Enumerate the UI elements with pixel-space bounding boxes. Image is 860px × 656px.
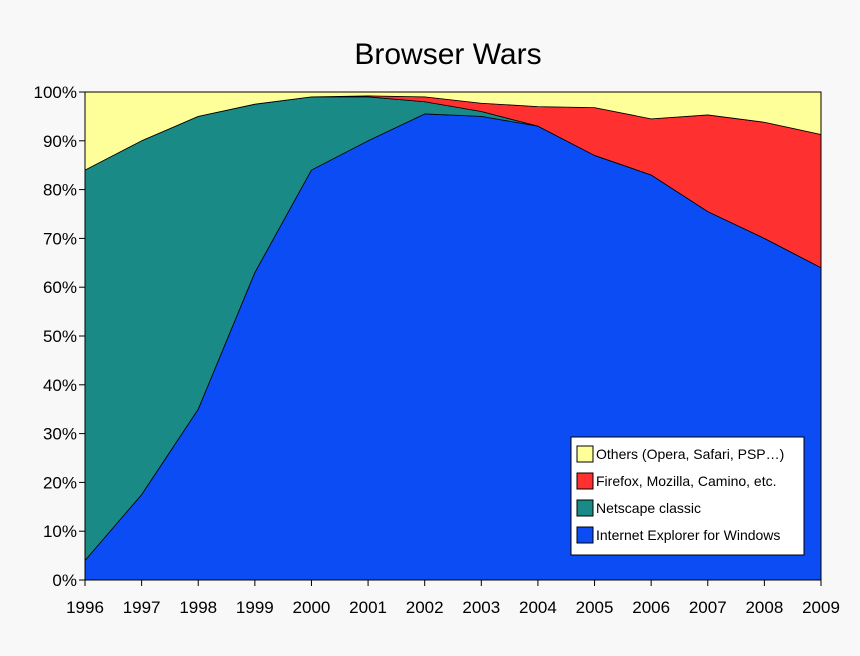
x-tick-label: 1998 [179, 598, 217, 617]
y-tick-label: 100% [34, 83, 77, 102]
y-tick-label: 70% [43, 229, 77, 248]
x-tick-label: 2002 [406, 598, 444, 617]
x-tick-label: 2006 [632, 598, 670, 617]
x-tick-label: 2001 [349, 598, 387, 617]
x-tick-label: 2007 [689, 598, 727, 617]
x-tick-label: 1996 [66, 598, 104, 617]
x-tick-label: 2000 [293, 598, 331, 617]
legend-swatch [576, 472, 594, 490]
legend-label: Internet Explorer for Windows [596, 527, 780, 543]
legend-swatch [576, 445, 594, 463]
chart-title: Browser Wars [354, 38, 541, 71]
y-tick-label: 60% [43, 278, 77, 297]
x-tick-label: 1999 [236, 598, 274, 617]
x-tick-label: 2003 [462, 598, 500, 617]
x-tick-label: 2009 [802, 598, 840, 617]
y-tick-label: 20% [43, 473, 77, 492]
legend: Others (Opera, Safari, PSP…) Firefox, Moz… [570, 436, 805, 556]
legend-box [570, 436, 805, 556]
axes-layer: 0% 10% 20% 30% 40% 50% 60% 70% 80% 90% 100% 1996 199… [34, 83, 840, 617]
y-tick-label: 10% [43, 522, 77, 541]
legend-label: Firefox, Mozilla, Camino, etc. [596, 473, 777, 489]
x-tick-label: 2004 [519, 598, 557, 617]
y-tick-label: 50% [43, 327, 77, 346]
y-tick-label: 80% [43, 181, 77, 200]
x-tick-label: 2005 [576, 598, 614, 617]
legend-swatch [576, 499, 594, 517]
legend-label: Netscape classic [596, 500, 701, 516]
x-tick-label: 2008 [745, 598, 783, 617]
y-tick-label: 30% [43, 425, 77, 444]
legend-swatch [576, 526, 594, 544]
y-tick-label: 0% [52, 571, 77, 590]
x-tick-label: 1997 [123, 598, 161, 617]
legend-label: Others (Opera, Safari, PSP…) [596, 446, 784, 462]
y-tick-label: 40% [43, 376, 77, 395]
y-tick-label: 90% [43, 132, 77, 151]
